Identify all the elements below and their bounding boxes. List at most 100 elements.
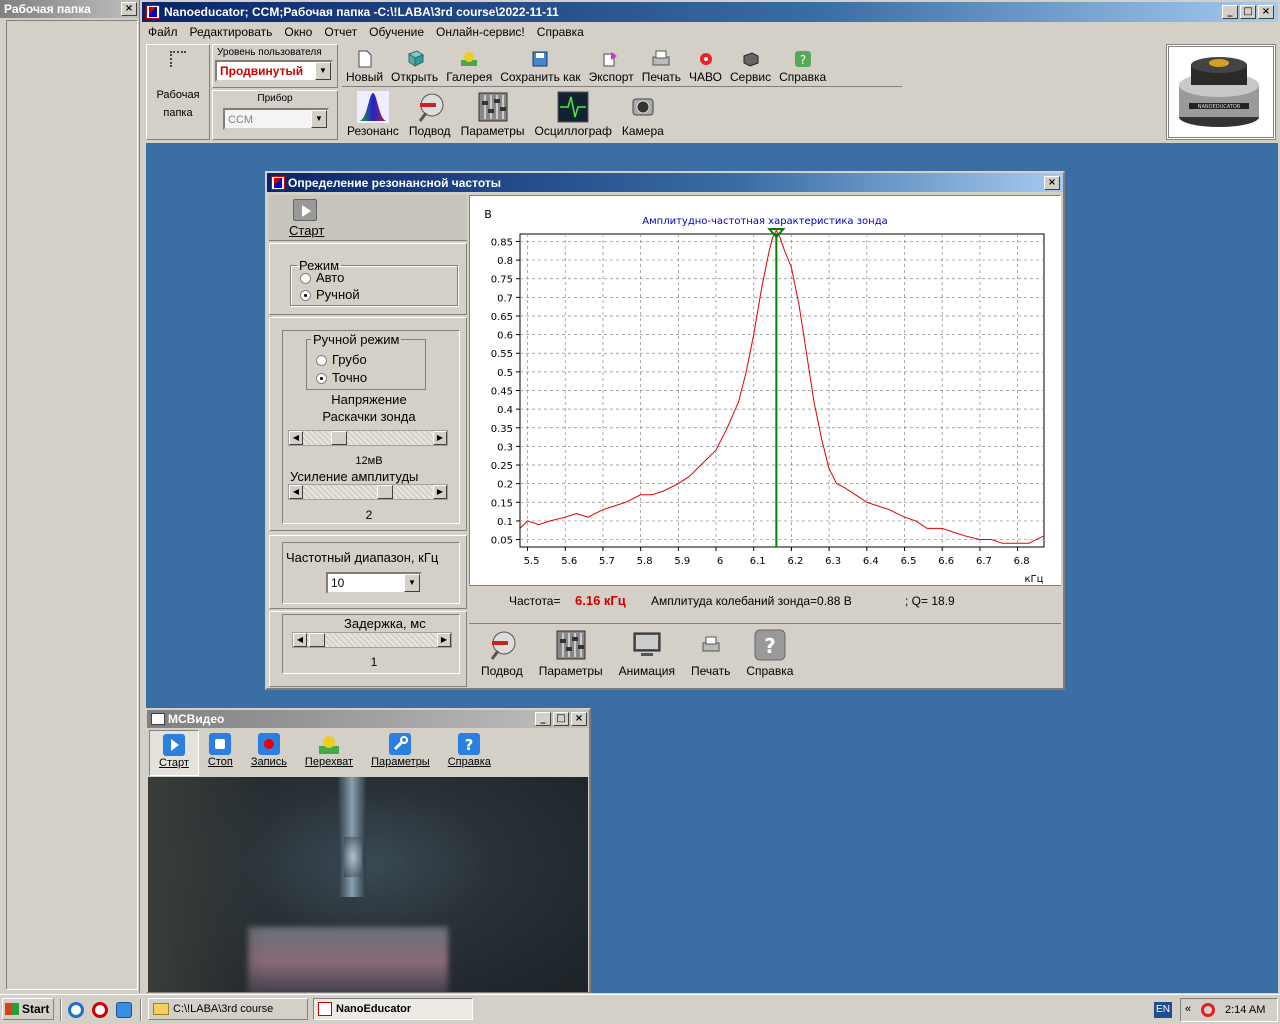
toolbar-gallery-button[interactable]: Галерея — [442, 46, 496, 86]
freq-range-select[interactable]: 10 ▼ — [326, 572, 422, 594]
user-level-label: Уровень пользователя — [217, 47, 322, 58]
y-tick-label: 0.45 — [491, 387, 513, 398]
toolbar-new-file-button[interactable]: Новый — [342, 46, 387, 86]
chevron-down-icon[interactable]: ▼ — [404, 574, 420, 592]
close-icon[interactable]: × — [1258, 5, 1274, 19]
dialog-parameters-button[interactable]: Параметры — [531, 624, 611, 687]
start-label: Старт — [289, 223, 325, 238]
y-tick-label: 0.35 — [491, 424, 513, 435]
x-tick-label: 6.2 — [787, 556, 803, 567]
faq-icon — [694, 48, 718, 70]
start-button[interactable]: Start — [2, 998, 54, 1020]
save-icon — [528, 48, 552, 70]
browser-icon[interactable] — [116, 1002, 132, 1018]
toolbar-export-button[interactable]: Экспорт — [585, 46, 638, 86]
video-help-button[interactable]: ? Справка — [439, 730, 500, 776]
main-window-title: Nanoeducator; CCM;Рабочая папка -C:\!LAB… — [164, 5, 559, 19]
workfolder-button[interactable]: Рабочая папка — [146, 44, 210, 140]
gain-slider[interactable]: ◀ ▶ — [288, 484, 448, 500]
menu-item-3[interactable]: Отчет — [324, 25, 358, 39]
maximize-icon[interactable]: □ — [1240, 5, 1256, 19]
chevron-down-icon[interactable]: ▼ — [315, 62, 331, 80]
tray-expand-icon[interactable]: « — [1185, 1003, 1192, 1015]
manual-coarse-radio[interactable]: Грубо — [316, 352, 367, 367]
resonance-chart: 5.5 5.6 5.7 5.8 5.9 6 6.1 6.2 6.3 6.4 6.5 6.6 6.7 6.8… — [484, 208, 1045, 584]
device-select[interactable]: CCM ▼ — [223, 108, 329, 130]
print-icon — [692, 626, 730, 664]
manual-fine-radio[interactable]: Точно — [316, 370, 367, 385]
y-tick-label: 0.4 — [497, 405, 513, 416]
tools-camera-button[interactable]: Камера — [617, 90, 669, 140]
y-tick-label: 0.2 — [497, 480, 513, 491]
left-panel-title: Рабочая папка — [4, 2, 91, 16]
workfolder-tree[interactable] — [6, 20, 138, 990]
mode-auto-radio[interactable]: Авто — [300, 270, 344, 285]
language-indicator[interactable]: EN — [1154, 1002, 1172, 1018]
task-explorer[interactable]: C:\!LABA\3rd course — [148, 998, 308, 1020]
ie-icon[interactable] — [68, 1002, 84, 1018]
record-icon — [257, 732, 281, 756]
toolbar-faq-button[interactable]: ЧАВО — [685, 46, 726, 86]
y-tick-label: 0.85 — [491, 237, 513, 248]
toolbar-print-button[interactable]: Печать — [638, 46, 685, 86]
freq-range-value: 10 — [331, 576, 345, 590]
toolbar-open-button[interactable]: Открыть — [387, 46, 442, 86]
minimize-icon[interactable]: _ — [1222, 5, 1238, 19]
menu-item-5[interactable]: Онлайн-сервис! — [436, 25, 525, 39]
toolbar-save-label: Сохранить как — [500, 70, 581, 84]
dialog-help-label: Справка — [746, 664, 794, 678]
menu-item-4[interactable]: Обучение — [369, 25, 425, 39]
opera-icon[interactable] — [92, 1002, 108, 1018]
toolbar-help-button[interactable]: ? Справка — [775, 46, 830, 86]
resonance-dialog-titlebar: Определение резонансной частоты × — [267, 173, 1063, 192]
voltage-slider[interactable]: ◀ ▶ — [288, 430, 448, 446]
task-nanoeducator[interactable]: NanoEducator — [313, 998, 473, 1020]
minimize-icon[interactable]: _ — [535, 712, 551, 726]
dialog-print-button[interactable]: Печать — [683, 624, 738, 687]
video-record-button[interactable]: Запись — [242, 730, 296, 776]
video-settings-button[interactable]: Параметры — [362, 730, 439, 776]
toolbar-service-button[interactable]: Сервис — [726, 46, 775, 86]
x-tick-label: 6.6 — [938, 556, 954, 567]
close-icon[interactable]: × — [121, 2, 137, 16]
delay-label: Задержка, мс — [344, 616, 426, 631]
close-icon[interactable]: × — [1044, 175, 1060, 190]
x-axis-label: кГц — [1025, 574, 1044, 584]
y-tick-label: 0.15 — [491, 498, 513, 509]
menu-item-6[interactable]: Справка — [536, 25, 584, 39]
approach-icon — [483, 626, 521, 664]
close-icon[interactable]: × — [571, 712, 587, 726]
mode-manual-radio[interactable]: Ручной — [300, 287, 360, 302]
toolbar-save-button[interactable]: Сохранить как — [496, 46, 584, 86]
chevron-down-icon[interactable]: ▼ — [311, 110, 327, 128]
workfolder-label-2: папка — [163, 107, 193, 119]
menu-item-0[interactable]: Файл — [148, 25, 178, 39]
video-capture-button[interactable]: Перехват — [296, 730, 362, 776]
dialog-approach-button[interactable]: Подвод — [473, 624, 531, 687]
toolbar-new-file-label: Новый — [346, 70, 384, 84]
video-stop-button[interactable]: Стоп — [199, 730, 242, 776]
maximize-icon[interactable]: □ — [553, 712, 569, 726]
voltage-value: 12мВ — [355, 455, 383, 467]
video-play-button[interactable]: Старт — [149, 730, 199, 776]
dialog-help-button[interactable]: ? Справка — [738, 624, 801, 687]
dialog-parameters-label: Параметры — [538, 664, 603, 678]
tools-oscilloscope-button[interactable]: Осциллограф — [530, 90, 617, 140]
dialog-animation-button[interactable]: Анимация — [611, 624, 683, 687]
tools-approach-button[interactable]: Подвод — [404, 90, 456, 140]
delay-slider[interactable]: ◀ ▶ — [292, 632, 452, 648]
start-button[interactable]: Старт — [269, 195, 467, 241]
toolbar-faq-label: ЧАВО — [689, 70, 722, 84]
menu-item-2[interactable]: Окно — [284, 25, 313, 39]
toolbar-help-label: Справка — [779, 70, 827, 84]
menu-item-1[interactable]: Редактировать — [189, 25, 273, 39]
task-explorer-label: C:\!LABA\3rd course — [173, 1003, 274, 1015]
tools-parameters-button[interactable]: Параметры — [456, 90, 530, 140]
y-tick-label: 0.75 — [491, 275, 513, 286]
mode-auto-label: Авто — [316, 270, 345, 285]
user-level-select[interactable]: Продвинутый ▼ — [215, 60, 333, 82]
chart-panel: 5.5 5.6 5.7 5.8 5.9 6 6.1 6.2 6.3 6.4 6.5 6.6 6.7 6.8… — [469, 195, 1061, 585]
app-logo-icon — [318, 1002, 332, 1016]
tray-app-icon[interactable] — [1201, 1003, 1215, 1017]
tools-resonance-button[interactable]: Резонанс — [342, 90, 404, 140]
